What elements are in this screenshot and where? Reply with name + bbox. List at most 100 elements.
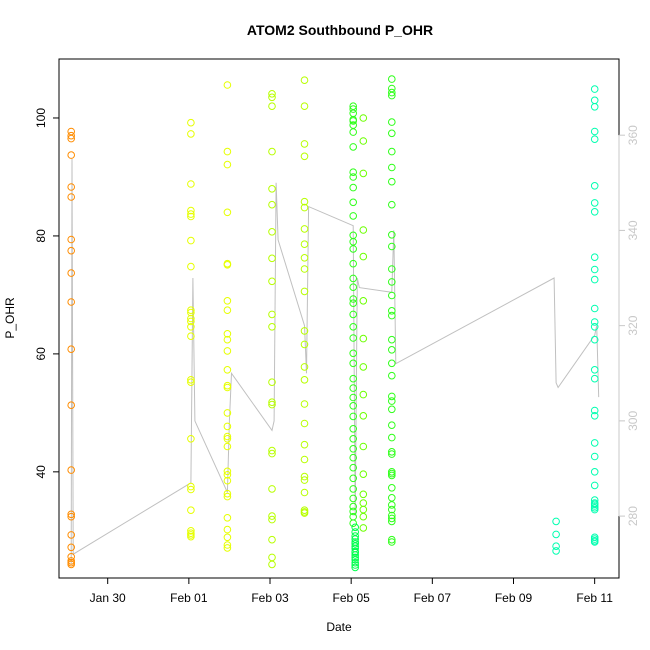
data-point [349,412,358,421]
x-axis-label: Date [326,620,352,634]
data-point [300,488,309,497]
data-point [67,193,75,201]
data-point [268,200,276,209]
data-point [268,398,276,407]
y2-tick-label: 300 [626,411,640,431]
data-point [349,402,358,410]
series-group-9 [552,517,560,555]
data-point [388,163,396,172]
data-point [300,253,309,262]
data-point [349,334,358,342]
data-point [187,532,195,541]
data-point [223,432,232,441]
data-point [300,327,309,335]
data-point [388,501,396,509]
data-point [187,376,195,384]
data-point [388,75,396,83]
data-point [590,406,599,415]
data-point [223,81,232,89]
data-point [349,109,358,118]
data-point [351,535,360,543]
data-point [223,409,232,417]
data-point [349,295,358,303]
data-point [67,466,75,474]
data-point [268,560,276,569]
y2-axis: 280 300 320 340 360 [618,125,640,526]
data-point [300,476,309,484]
data-point [223,533,232,542]
data-point [388,511,396,520]
data-point [223,335,232,344]
data-point [349,384,358,392]
data-point [300,440,309,449]
data-point [359,512,368,521]
data-point [349,445,358,453]
data-point [388,448,396,456]
data-point [388,392,396,401]
data-point [552,530,560,539]
data-point [187,435,195,443]
data-point [300,340,309,349]
data-point [590,481,599,490]
data-point [223,544,232,552]
data-point [351,523,360,532]
x-tick-label: Feb 07 [414,591,452,605]
data-point [388,147,396,156]
data-point [349,310,358,319]
data-point [223,514,232,522]
data-point [351,532,360,540]
data-point [359,363,368,371]
data-point [300,76,309,84]
data-point [187,332,195,341]
series-group-7 [359,114,368,532]
data-point [187,236,195,245]
data-point [187,527,195,535]
data-point [388,514,396,523]
data-point [388,265,396,273]
data-point [223,471,232,479]
data-point [349,128,358,136]
data-point [187,308,195,317]
data-point [388,517,396,526]
data-point [359,499,368,507]
data-point [223,383,232,392]
data-point [223,261,232,269]
data-point [590,412,599,420]
secondary-line-layer [70,158,600,564]
data-point [268,553,276,562]
data-point [187,506,195,515]
data-point [388,535,396,544]
data-point [388,278,396,286]
data-point [590,335,599,344]
data-point [590,96,599,105]
data-point [349,299,358,308]
data-point [300,140,309,148]
chart-title: ATOM2 Southbound P_OHR [247,22,433,38]
series-group-1 [187,118,195,541]
data-point [349,198,358,207]
data-point [67,269,75,277]
data-point [300,203,309,212]
data-point [300,240,309,248]
data-point [351,561,360,569]
data-point [187,378,195,387]
data-point [590,265,599,274]
data-point [388,433,396,442]
data-point [349,485,358,493]
data-point [300,419,309,428]
data-point [223,208,232,217]
data-point [349,507,358,516]
data-point [187,118,195,127]
data-point [349,374,358,383]
data-point [388,538,396,546]
data-point [590,505,599,514]
data-point [349,274,358,283]
series-group-5 [349,102,358,528]
data-point [349,453,358,462]
data-point [388,421,396,430]
data-point [187,130,195,138]
data-point [590,439,599,447]
data-point [67,510,75,519]
data-point [223,330,232,338]
